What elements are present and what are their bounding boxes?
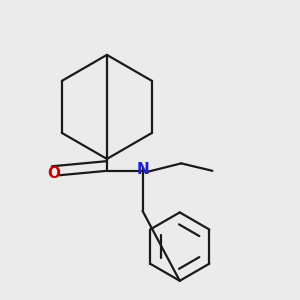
Text: N: N: [136, 162, 149, 177]
Text: O: O: [47, 166, 60, 181]
